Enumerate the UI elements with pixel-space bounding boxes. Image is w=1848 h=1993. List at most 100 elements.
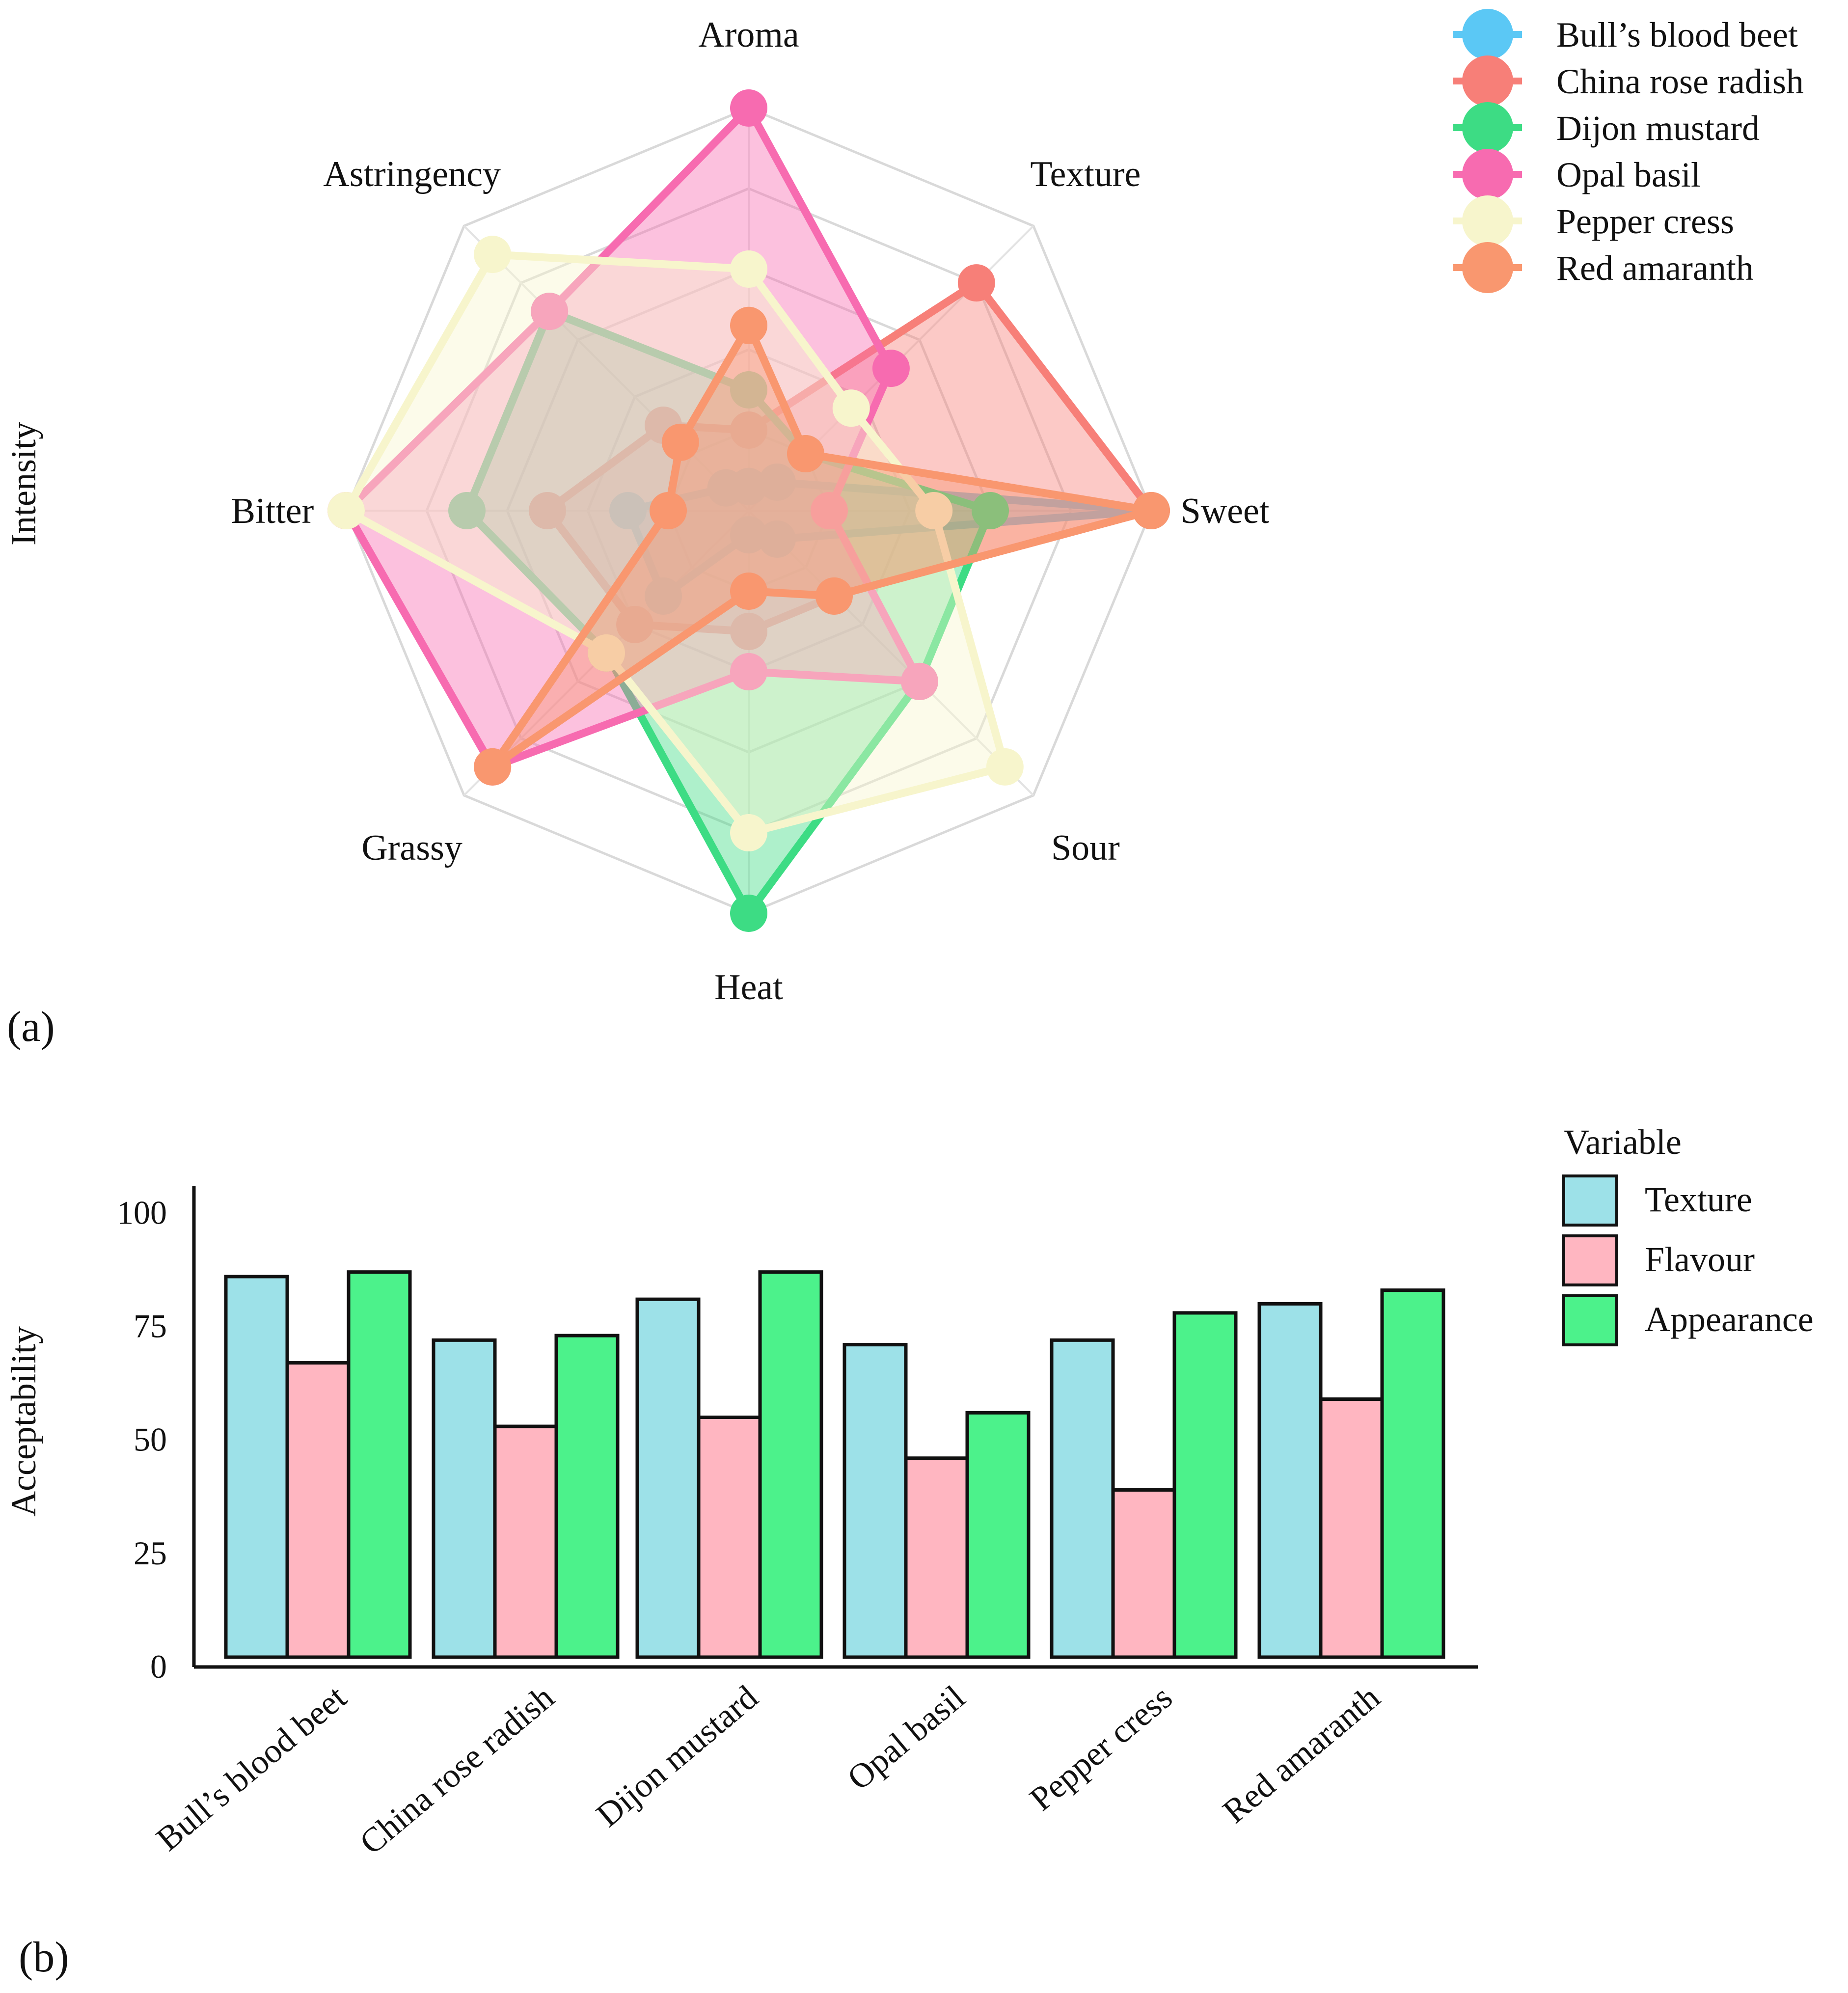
radar-point-china-rose-radish-heat <box>730 613 767 650</box>
radar-point-opal-basil-texture <box>872 350 910 387</box>
bar-opal-basil-texture <box>842 1343 908 1659</box>
radar-legend-marker <box>1462 9 1513 60</box>
bar-legend-label: Appearance <box>1645 1300 1814 1339</box>
radar-point-bull-s-blood-beet-sour <box>758 520 796 558</box>
radar-legend-item-opal-basil: Opal basil <box>1453 149 1701 200</box>
bar-marks <box>224 1270 1445 1659</box>
bar-dijon-mustard-flavour <box>697 1416 762 1659</box>
radar-axis-label-bitter: Bitter <box>231 491 314 531</box>
bar-category-label-bull-s-blood-beet: Bull’s blood beet <box>149 1678 353 1858</box>
radar-point-red-amaranth-aroma <box>730 306 767 344</box>
bar-legend-item-texture: Texture <box>1562 1174 1752 1227</box>
radar-point-opal-basil-aroma <box>730 89 767 127</box>
bar-bull-s-blood-beet-flavour <box>285 1361 351 1659</box>
bar-legend-label: Flavour <box>1645 1240 1755 1279</box>
radar-legend-item-china-rose-radish: China rose radish <box>1453 55 1804 107</box>
radar-point-opal-basil-astringency <box>531 293 569 330</box>
radar-axis-labels: Aroma Texture Sweet Sour Heat Grassy Bitter Ast… <box>231 15 1270 1008</box>
bar-group-dijon-mustard <box>635 1270 823 1659</box>
radar-legend-marker <box>1462 102 1513 153</box>
radar-point-pepper-cress-aroma <box>730 250 767 288</box>
radar-y-axis-label: Intensity <box>4 422 43 546</box>
radar-legend: Bull’s blood beet China rose radish Dijon … <box>1453 9 1804 293</box>
radar-point-china-rose-radish-texture <box>957 264 995 302</box>
bar-legend-item-flavour: Flavour <box>1562 1234 1755 1286</box>
radar-axis-label-texture: Texture <box>1030 154 1141 194</box>
bar-red-amaranth-appearance <box>1380 1288 1445 1659</box>
bar-legend-swatch <box>1562 1174 1618 1227</box>
radar-spoke <box>748 510 1034 796</box>
radar-point-pepper-cress-sour <box>986 748 1024 786</box>
panel-a-label: (a) <box>7 1003 55 1051</box>
radar-legend-item-pepper-cress: Pepper cress <box>1453 195 1734 246</box>
radar-series-group <box>327 89 1170 932</box>
bar-group-china-rose-radish <box>432 1334 620 1659</box>
radar-point-red-amaranth-sweet <box>1133 492 1170 529</box>
radar-axis-label-heat: Heat <box>714 967 783 1008</box>
bar-china-rose-radish-flavour <box>493 1424 558 1659</box>
radar-axis-label-grassy: Grassy <box>361 828 462 868</box>
bar-dijon-mustard-texture <box>635 1297 701 1659</box>
radar-point-opal-basil-heat <box>730 653 767 690</box>
radar-point-pepper-cress-astringency <box>474 236 512 273</box>
bar-pepper-cress-appearance <box>1172 1311 1238 1659</box>
radar-point-red-amaranth-astringency <box>661 423 699 461</box>
bar-legend-swatch <box>1562 1294 1618 1346</box>
radar-legend-label: Bull’s blood beet <box>1556 15 1798 55</box>
radar-point-bull-s-blood-beet-grassy <box>645 577 682 615</box>
radar-legend-label: Dijon mustard <box>1556 109 1760 148</box>
radar-point-opal-basil-sour <box>900 662 938 700</box>
bar-y-tick-label: 100 <box>117 1194 167 1231</box>
radar-point-pepper-cress-texture <box>832 389 870 427</box>
radar-point-opal-basil-sweet <box>811 492 848 529</box>
bar-china-rose-radish-appearance <box>554 1334 620 1659</box>
radar-legend-label: Pepper cress <box>1556 202 1734 241</box>
radar-legend-label: China rose radish <box>1556 62 1804 101</box>
radar-point-china-rose-radish-grassy <box>616 605 654 643</box>
radar-point-red-amaranth-heat <box>730 573 767 610</box>
radar-point-pepper-cress-heat <box>730 814 767 851</box>
bar-category-label-china-rose-radish: China rose radish <box>353 1678 562 1862</box>
bar-group-red-amaranth <box>1257 1288 1445 1659</box>
bar-y-tick-label: 75 <box>134 1308 167 1345</box>
bar-group-pepper-cress <box>1050 1311 1238 1659</box>
radar-series-pepper-cress <box>327 236 1024 851</box>
radar-legend-item-red-amaranth: Red amaranth <box>1453 242 1754 293</box>
bar-legend: Variable Texture Flavour Appearance <box>1562 1122 1814 1346</box>
radar-point-pepper-cress-bitter <box>327 492 365 529</box>
radar-point-pepper-cress-grassy <box>588 634 625 672</box>
radar-series-dijon-mustard <box>448 293 1009 932</box>
bar-legend-label: Texture <box>1645 1180 1752 1219</box>
radar-point-dijon-mustard-aroma <box>730 371 767 409</box>
radar-series-red-amaranth <box>474 306 1170 786</box>
bar-dijon-mustard-appearance <box>758 1270 823 1659</box>
radar-legend-item-dijon-mustard: Dijon mustard <box>1453 102 1760 153</box>
radar-legend-marker <box>1462 55 1513 107</box>
radar-axis-label-astringency: Astringency <box>323 154 501 194</box>
radar-point-red-amaranth-sour <box>815 577 853 615</box>
bar-legend-title: Variable <box>1564 1122 1682 1162</box>
radar-point-bull-s-blood-beet-bitter <box>609 492 647 529</box>
bar-red-amaranth-flavour <box>1319 1397 1384 1659</box>
radar-axis-label-sour: Sour <box>1051 828 1120 868</box>
radar-point-bull-s-blood-beet-heat <box>730 516 767 554</box>
bar-y-ticks: 0 25 50 75 100 <box>117 1194 167 1685</box>
bar-category-label-opal-basil: Opal basil <box>841 1678 972 1798</box>
bar-y-axis-label: Acceptability <box>4 1326 43 1517</box>
radar-series-bull-s-blood-beet <box>609 464 1170 615</box>
bar-y-tick-label: 0 <box>150 1648 167 1685</box>
radar-point-pepper-cress-sweet <box>915 492 953 529</box>
bar-category-label-red-amaranth: Red amaranth <box>1216 1678 1387 1830</box>
radar-point-dijon-mustard-bitter <box>448 492 486 529</box>
bar-bull-s-blood-beet-appearance <box>347 1270 412 1659</box>
radar-legend-label: Red amaranth <box>1556 248 1754 288</box>
radar-point-china-rose-radish-bitter <box>529 492 566 529</box>
bar-legend-swatch <box>1562 1234 1618 1286</box>
radar-point-dijon-mustard-heat <box>730 895 767 932</box>
radar-point-china-rose-radish-aroma <box>730 411 767 449</box>
bar-legend-item-appearance: Appearance <box>1562 1294 1814 1346</box>
radar-point-red-amaranth-grassy <box>474 748 512 786</box>
